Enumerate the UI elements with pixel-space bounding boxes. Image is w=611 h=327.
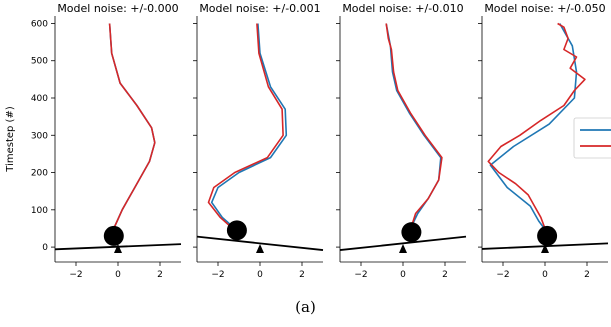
pendulum-ball-3: [401, 222, 422, 243]
pivot-triangle-3: [399, 243, 407, 253]
y-tick-label-200: 200: [31, 169, 48, 179]
x-tick-label-4-1: 0: [542, 270, 548, 280]
x-tick-label-1-1: 0: [115, 270, 121, 280]
x-tick-label-3-0: −2: [354, 270, 367, 280]
trajectory-3-blue: [385, 23, 442, 227]
trajectory-2-blue: [210, 23, 288, 230]
x-tick-label-4-2: 2: [584, 270, 590, 280]
trajectory-4-blue: [489, 23, 578, 233]
x-tick-label-2-0: −2: [211, 270, 224, 280]
pole-line-2: [196, 235, 324, 251]
pendulum-ball-2: [226, 220, 247, 241]
figure: Timestep (#)Model noise: +/-0.0000100200…: [5, 2, 611, 280]
x-tick-label-3-2: 2: [442, 270, 448, 280]
pivot-triangle-2: [256, 243, 264, 253]
y-tick-label-0: 0: [42, 243, 48, 253]
y-tick-label-300: 300: [31, 131, 48, 141]
trajectory-1-red: [108, 23, 156, 229]
legend-box: [573, 117, 611, 159]
x-tick-label-4-0: −2: [496, 270, 509, 280]
x-tick-label-2-1: 0: [257, 270, 263, 280]
y-tick-label-600: 600: [31, 19, 48, 29]
y-tick-label-100: 100: [31, 206, 48, 216]
pole-line-3: [339, 235, 467, 251]
trajectory-4-red: [487, 22, 586, 229]
pivot-triangle-1: [114, 243, 122, 253]
trajectory-2-red: [207, 23, 284, 230]
pivot-triangle-4: [541, 243, 549, 253]
panel-title-3: Model noise: +/-0.010: [342, 2, 463, 15]
panel-title-2: Model noise: +/-0.001: [199, 2, 320, 15]
x-tick-label-3-1: 0: [400, 270, 406, 280]
y-tick-label-500: 500: [31, 57, 48, 67]
x-tick-label-2-2: 2: [299, 270, 305, 280]
y-tick-label-400: 400: [31, 94, 48, 104]
x-tick-label-1-2: 2: [157, 270, 163, 280]
y-axis-label: Timestep (#): [5, 106, 16, 173]
trajectory-1-blue: [108, 23, 156, 229]
figure-caption: (a): [295, 298, 316, 316]
pendulum-ball-4: [537, 225, 558, 246]
x-tick-label-1-0: −2: [69, 270, 82, 280]
panel-title-1: Model noise: +/-0.000: [57, 2, 178, 15]
trajectory-3-red: [385, 23, 443, 227]
panel-title-4: Model noise: +/-0.050: [484, 2, 605, 15]
pendulum-ball-1: [103, 225, 124, 246]
